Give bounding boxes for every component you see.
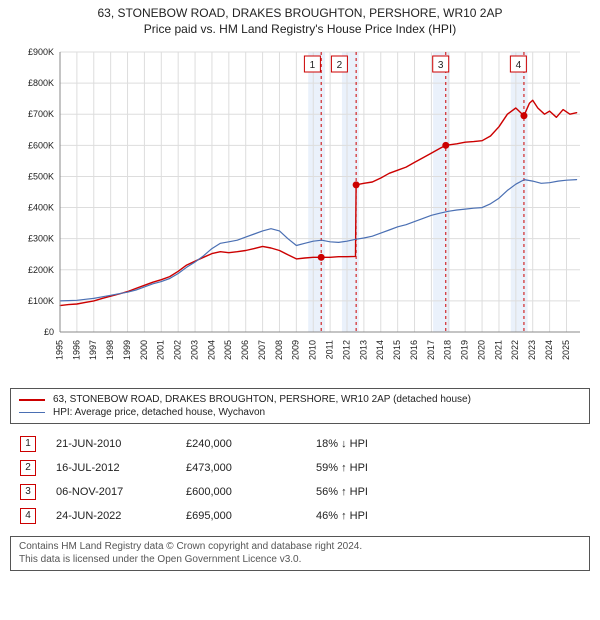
y-tick-label: £0: [44, 327, 54, 337]
x-tick-label: 2015: [392, 340, 402, 360]
x-tick-label: 2005: [223, 340, 233, 360]
x-tick-label: 2003: [189, 340, 199, 360]
footer-line-1: Contains HM Land Registry data © Crown c…: [19, 541, 581, 554]
x-tick-label: 2016: [409, 340, 419, 360]
legend-swatch: [19, 399, 45, 401]
x-tick-label: 1998: [105, 340, 115, 360]
event-flag-num: 2: [337, 60, 343, 71]
x-tick-label: 1997: [88, 340, 98, 360]
event-price: £473,000: [176, 456, 306, 480]
x-tick-label: 2006: [240, 340, 250, 360]
legend-item: 63, STONEBOW ROAD, DRAKES BROUGHTON, PER…: [19, 393, 581, 406]
x-tick-label: 2001: [156, 340, 166, 360]
legend-label: 63, STONEBOW ROAD, DRAKES BROUGHTON, PER…: [53, 394, 471, 405]
x-tick-label: 2018: [443, 340, 453, 360]
y-tick-label: £400K: [28, 203, 54, 213]
x-tick-label: 1995: [54, 340, 64, 360]
events-table: 1 21-JUN-2010£240,00018% ↓ HPI 2 16-JUL-201…: [10, 432, 590, 528]
event-row: 2 16-JUL-2012£473,00059% ↑ HPI: [10, 456, 378, 480]
event-number: 4: [20, 508, 36, 524]
event-number: 2: [20, 460, 36, 476]
x-tick-label: 2012: [341, 340, 351, 360]
event-price: £240,000: [176, 432, 306, 456]
x-tick-label: 2004: [206, 340, 216, 360]
event-flag-num: 1: [310, 60, 316, 71]
y-tick-label: £900K: [28, 47, 54, 57]
x-tick-label: 2011: [325, 340, 335, 359]
price-chart: £0 £100K £200K £300K £400K £500K £600K £700K £80…: [10, 42, 590, 382]
event-flag-num: 4: [516, 60, 522, 71]
y-tick-label: £200K: [28, 265, 54, 275]
x-tick-label: 1999: [122, 340, 132, 360]
event-marker: [353, 181, 360, 188]
title-line-1: 63, STONEBOW ROAD, DRAKES BROUGHTON, PER…: [10, 6, 590, 20]
event-number: 3: [20, 484, 36, 500]
event-row: 4 24-JUN-2022£695,00046% ↑ HPI: [10, 504, 378, 528]
x-tick-label: 2009: [291, 340, 301, 360]
event-delta: 59% ↑ HPI: [306, 456, 378, 480]
x-tick-label: 2000: [139, 340, 149, 360]
event-date: 16-JUL-2012: [46, 456, 176, 480]
x-tick-label: 2024: [544, 340, 554, 360]
x-tick-label: 2019: [460, 340, 470, 360]
x-tick-label: 1996: [71, 340, 81, 360]
event-price: £695,000: [176, 504, 306, 528]
legend-item: HPI: Average price, detached house, Wych…: [19, 406, 581, 419]
event-row: 3 06-NOV-2017£600,00056% ↑ HPI: [10, 480, 378, 504]
event-flag-num: 3: [438, 60, 444, 71]
event-date: 24-JUN-2022: [46, 504, 176, 528]
x-tick-label: 2021: [493, 340, 503, 360]
x-tick-label: 2023: [527, 340, 537, 360]
event-delta: 46% ↑ HPI: [306, 504, 378, 528]
x-tick-label: 2010: [308, 340, 318, 360]
x-tick-label: 2022: [510, 340, 520, 360]
x-tick-label: 2002: [173, 340, 183, 360]
y-tick-label: £700K: [28, 109, 54, 119]
event-date: 21-JUN-2010: [46, 432, 176, 456]
legend-label: HPI: Average price, detached house, Wych…: [53, 407, 265, 418]
event-number: 1: [20, 436, 36, 452]
chart-legend: 63, STONEBOW ROAD, DRAKES BROUGHTON, PER…: [10, 388, 590, 424]
y-tick-label: £600K: [28, 140, 54, 150]
event-marker: [442, 142, 449, 149]
event-delta: 18% ↓ HPI: [306, 432, 378, 456]
x-tick-label: 2007: [257, 340, 267, 360]
y-tick-label: £100K: [28, 296, 54, 306]
event-marker: [520, 112, 527, 119]
x-tick-label: 2020: [476, 340, 486, 360]
x-tick-label: 2025: [561, 340, 571, 360]
x-tick-label: 2014: [375, 340, 385, 360]
y-tick-label: £800K: [28, 78, 54, 88]
legend-swatch: [19, 412, 45, 413]
x-tick-label: 2008: [274, 340, 284, 360]
event-row: 1 21-JUN-2010£240,00018% ↓ HPI: [10, 432, 378, 456]
y-tick-label: £500K: [28, 171, 54, 181]
data-attribution: Contains HM Land Registry data © Crown c…: [10, 536, 590, 571]
footer-line-2: This data is licensed under the Open Gov…: [19, 554, 581, 567]
event-delta: 56% ↑ HPI: [306, 480, 378, 504]
y-tick-label: £300K: [28, 234, 54, 244]
event-marker: [318, 254, 325, 261]
event-price: £600,000: [176, 480, 306, 504]
title-line-2: Price paid vs. HM Land Registry's House …: [10, 22, 590, 36]
x-tick-label: 2013: [358, 340, 368, 360]
x-tick-label: 2017: [426, 340, 436, 360]
event-date: 06-NOV-2017: [46, 480, 176, 504]
